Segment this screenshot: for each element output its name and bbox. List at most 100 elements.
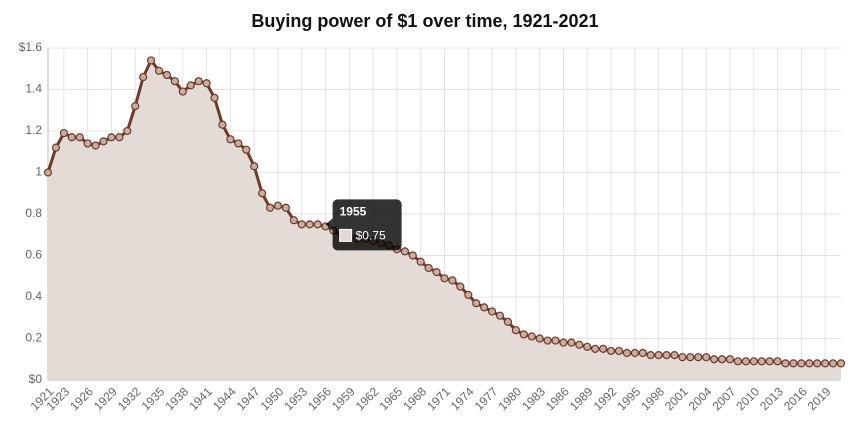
- x-tick-label: 1950: [258, 384, 287, 413]
- point: [725, 355, 735, 364]
- x-tick-label: 1998: [638, 384, 667, 413]
- point: [630, 348, 639, 358]
- tooltip-title: 1955: [340, 205, 367, 219]
- x-tick-label: 1974: [448, 384, 477, 413]
- point: [813, 359, 822, 368]
- x-tick-label: 1941: [186, 384, 215, 413]
- x-tick-label: 2007: [710, 384, 739, 413]
- x-tick-label: 1989: [567, 384, 596, 413]
- x-tick-label: 2010: [733, 384, 762, 413]
- point: [297, 220, 306, 229]
- x-tick-label: 1983: [519, 384, 548, 413]
- x-tick-label: 1968: [400, 384, 429, 413]
- x-tick-label: 2001: [662, 384, 691, 413]
- x-tick-label: 1977: [472, 384, 501, 413]
- point: [789, 359, 798, 368]
- point: [456, 282, 465, 291]
- point: [186, 81, 195, 90]
- point: [836, 359, 846, 368]
- x-tick-label: 1965: [377, 384, 406, 413]
- point: [162, 70, 172, 80]
- point: [781, 359, 790, 368]
- tooltip-label: $0.75: [356, 229, 386, 243]
- point: [59, 128, 68, 138]
- point: [828, 359, 838, 368]
- x-tick-label: 1995: [614, 384, 643, 413]
- point: [591, 344, 600, 353]
- point: [638, 348, 647, 358]
- point: [99, 137, 108, 146]
- x-tick-label: 1962: [353, 384, 382, 413]
- point: [495, 311, 505, 320]
- y-tick-label: 0.8: [25, 206, 42, 220]
- point: [408, 251, 417, 260]
- point: [583, 342, 592, 351]
- point: [139, 72, 148, 82]
- x-tick-label: 1980: [495, 384, 524, 413]
- x-tick-label: 1929: [91, 384, 120, 413]
- point: [67, 133, 76, 142]
- point: [575, 340, 584, 349]
- x-tick-label: 1947: [234, 384, 263, 413]
- point: [710, 355, 719, 364]
- x-tick-label: 2013: [757, 384, 786, 413]
- point: [527, 332, 536, 341]
- point: [83, 139, 92, 148]
- point: [234, 139, 243, 148]
- point: [400, 247, 409, 256]
- point: [797, 359, 806, 368]
- y-tick-label: 1.2: [25, 123, 42, 137]
- tooltip: 1955 $0.75: [325, 199, 402, 251]
- point: [511, 326, 520, 335]
- point: [678, 353, 687, 362]
- point: [226, 135, 235, 144]
- point: [440, 274, 449, 283]
- x-tick-label: 2004: [686, 384, 715, 413]
- point: [654, 351, 663, 360]
- point: [250, 162, 259, 171]
- point: [686, 353, 695, 362]
- point: [551, 336, 560, 345]
- point: [432, 268, 441, 277]
- tooltip-caret: [325, 218, 333, 231]
- y-tick-label: 1: [35, 165, 42, 179]
- point: [765, 357, 774, 366]
- point: [662, 351, 671, 360]
- point: [265, 203, 275, 212]
- x-tick-label: 1992: [591, 384, 620, 413]
- point: [773, 357, 782, 366]
- point: [91, 141, 100, 150]
- point: [313, 220, 322, 229]
- x-tick-label: 1959: [329, 384, 358, 413]
- point: [646, 351, 655, 360]
- y-tick-label: $1.6: [19, 40, 43, 54]
- point: [606, 346, 616, 356]
- x-tick-label: 1986: [543, 384, 572, 413]
- point: [258, 189, 267, 198]
- point: [424, 263, 433, 273]
- x-tick-label: 2016: [781, 384, 810, 413]
- point: [543, 336, 552, 345]
- point: [503, 317, 513, 326]
- point: [702, 353, 711, 362]
- point: [131, 101, 140, 111]
- y-tick-label: 0.6: [25, 248, 42, 262]
- area-fill: [48, 60, 841, 381]
- x-tick-label: 1938: [162, 384, 191, 413]
- x-tick-label: 1944: [210, 384, 239, 413]
- point: [614, 346, 624, 356]
- point: [567, 338, 576, 347]
- x-tick-label: 2019: [805, 384, 834, 413]
- x-tick-label: 1932: [115, 384, 144, 413]
- point: [741, 357, 750, 366]
- point: [717, 355, 727, 364]
- point: [749, 357, 758, 366]
- point: [733, 357, 743, 366]
- point: [146, 56, 156, 65]
- point: [43, 168, 53, 177]
- x-tick-label: 1971: [424, 384, 453, 413]
- point: [242, 145, 251, 154]
- tooltip-swatch: [339, 228, 353, 242]
- point: [416, 257, 425, 266]
- point: [487, 307, 497, 316]
